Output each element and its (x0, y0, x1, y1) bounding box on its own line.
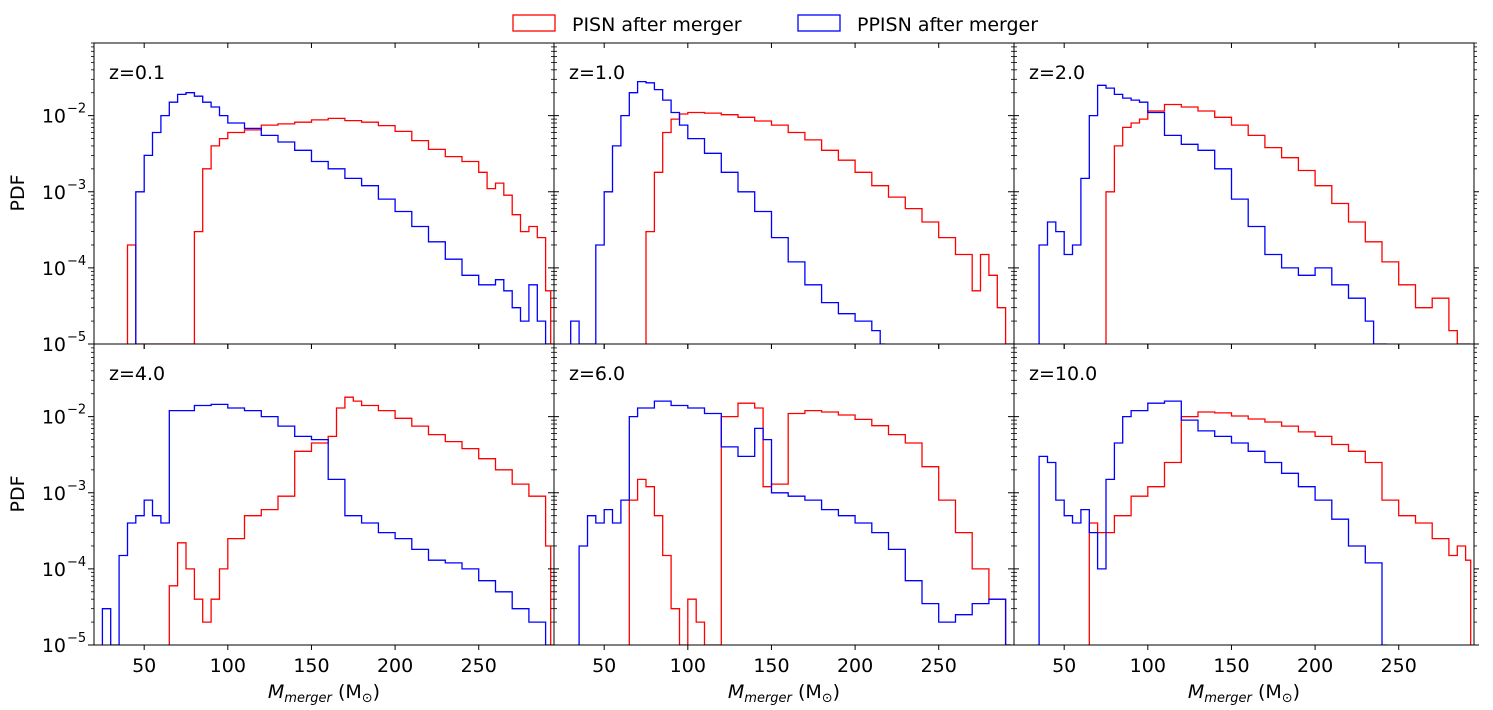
xlabel-col2: Mmerger (M⊙) (728, 681, 840, 706)
panel-frame (1013, 42, 1475, 345)
panel-frame (1013, 343, 1475, 646)
xlabel-col1: Mmerger (M⊙) (268, 681, 380, 706)
panel-label: z=10.0 (1029, 363, 1097, 385)
x-tick-label: 100 (670, 655, 706, 677)
panel-label: z=0.1 (109, 62, 165, 84)
y-tick-exponent: −3 (67, 178, 86, 193)
x-tick-label: 100 (210, 655, 246, 677)
series-pisn-4 (168, 396, 554, 645)
y-tick-label: 10 (42, 182, 66, 204)
series-pisn-1 (126, 117, 554, 344)
series-pisn-6 (1088, 411, 1472, 645)
panel-frame (93, 343, 555, 646)
y-tick-label: 10 (42, 334, 66, 356)
ylabel-top: PDF (7, 174, 29, 211)
x-tick-label: 50 (592, 655, 616, 677)
panel-6: 50 100 150 200 250 z=10.0 (1008, 343, 1479, 677)
series-ppisn-1 (135, 92, 551, 344)
legend-swatch-pisn (512, 14, 556, 32)
y-tick-exponent: −2 (67, 102, 86, 117)
legend-swatch-ppisn (797, 14, 841, 32)
panel-1: 10−210−310−410 −5z=0.1 (42, 42, 559, 356)
panel-3: z=2.0 (1008, 42, 1479, 349)
series-ppisn-3 (1038, 84, 1387, 344)
x-tick-label: 250 (461, 655, 497, 677)
series-group (1038, 84, 1471, 344)
series-group (578, 400, 1011, 645)
series-ppisn-6 (1038, 400, 1387, 645)
xlabel-col3: Mmerger (M⊙) (1188, 681, 1300, 706)
x-tick-label: 200 (1297, 655, 1333, 677)
y-tick-label: 10 (42, 483, 66, 505)
panel-label: z=4.0 (109, 363, 165, 385)
legend: PISN after merger PPISN after merger (512, 14, 1038, 36)
series-group (1038, 400, 1472, 645)
panel-5: 50 100 150 200 250 z=6.0 (548, 343, 1019, 677)
series-ppisn-4 (101, 403, 551, 645)
y-tick-exponent: −4 (67, 254, 86, 269)
series-group (101, 396, 554, 645)
legend-label-ppisn: PPISN after merger (857, 14, 1038, 36)
y-tick-exponent: −4 (67, 555, 86, 570)
x-tick-label: 150 (753, 655, 789, 677)
y-tick-label: 10 (42, 559, 66, 581)
panel-label: z=1.0 (569, 62, 625, 84)
series-pisn-2 (645, 111, 1014, 344)
y-tick-label: 10 (42, 407, 66, 429)
x-tick-label: 200 (377, 655, 413, 677)
series-group (570, 80, 1014, 344)
panel-frame (553, 42, 1015, 345)
panel-frame (553, 343, 1015, 646)
y-tick-label: 10 (42, 258, 66, 280)
series-group (126, 92, 554, 344)
x-tick-label: 250 (921, 655, 957, 677)
y-tick-exponent: −5 (67, 631, 86, 646)
y-tick-label: 10 (42, 635, 66, 657)
panel-2: z=1.0 (548, 42, 1019, 349)
series-ppisn-2 (570, 80, 886, 344)
series-pisn-5 (628, 402, 1011, 645)
x-tick-label: 50 (1052, 655, 1076, 677)
x-tick-label: 250 (1381, 655, 1417, 677)
y-tick-label: 10 (42, 106, 66, 128)
x-tick-label: 150 (1213, 655, 1249, 677)
x-tick-label: 200 (837, 655, 873, 677)
x-tick-label: 50 (132, 655, 156, 677)
series-pisn-3 (1105, 103, 1471, 344)
y-tick-exponent: −3 (67, 479, 86, 494)
legend-label-pisn: PISN after merger (572, 14, 742, 36)
y-tick-exponent: −2 (67, 403, 86, 418)
x-tick-label: 100 (1130, 655, 1166, 677)
y-tick-exponent: −5 (67, 330, 86, 345)
panel-frame (93, 42, 555, 345)
ylabel-bottom: PDF (7, 475, 29, 512)
panel-label: z=2.0 (1029, 62, 1085, 84)
panel-label: z=6.0 (569, 363, 625, 385)
series-ppisn-5 (578, 400, 1011, 645)
x-tick-label: 150 (293, 655, 329, 677)
